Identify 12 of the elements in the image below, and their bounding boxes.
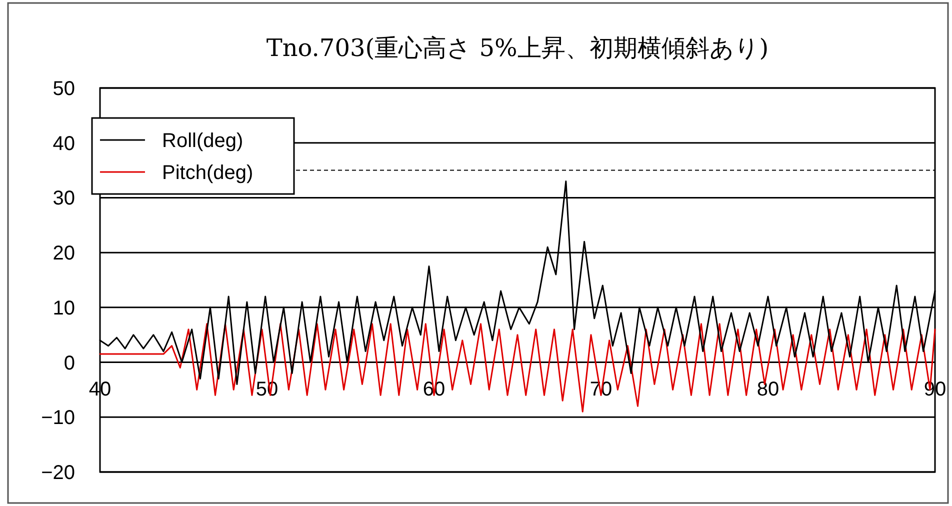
chart-title: Tno.703(重心高さ 5%上昇、初期横傾斜あり) bbox=[266, 34, 769, 62]
y-tick-label: 50 bbox=[52, 78, 75, 100]
y-tick-label: 0 bbox=[64, 352, 75, 374]
legend-label: Pitch(deg) bbox=[162, 162, 254, 184]
x-tick-label: 80 bbox=[756, 378, 780, 400]
y-tick-label: −20 bbox=[41, 462, 75, 484]
y-tick-label: 10 bbox=[52, 297, 75, 320]
y-tick-label: 20 bbox=[52, 242, 75, 265]
y-tick-label: 40 bbox=[52, 132, 75, 155]
y-tick-label: 30 bbox=[52, 188, 75, 210]
legend-label: Roll(deg) bbox=[162, 130, 244, 152]
y-tick-label: −10 bbox=[41, 407, 75, 430]
